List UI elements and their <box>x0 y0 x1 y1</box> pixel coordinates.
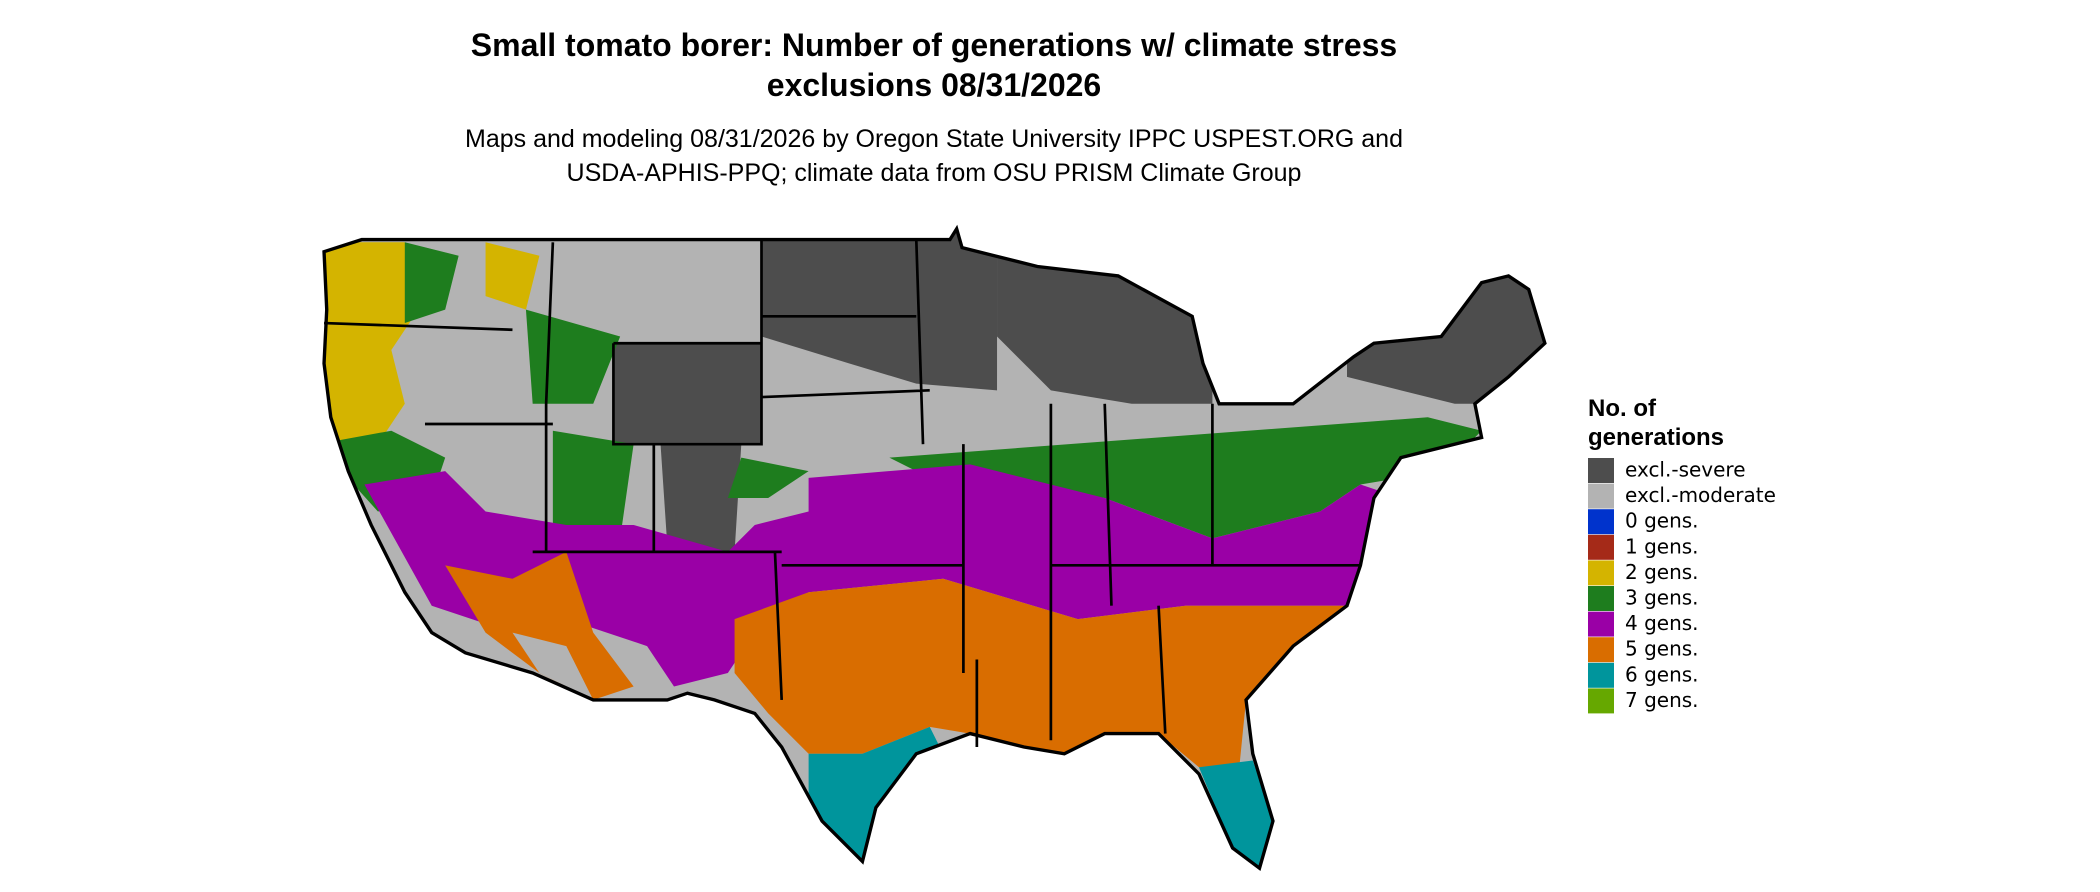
region <box>324 242 540 445</box>
region <box>324 242 809 552</box>
subtitle: Maps and modeling 08/31/2026 by Oregon S… <box>465 125 1403 153</box>
legend-label: 1 gens. <box>1625 534 1699 558</box>
legend-swatch <box>1588 483 1614 509</box>
title: exclusions 08/31/2026 <box>767 67 1101 103</box>
legend-swatch <box>1588 509 1614 535</box>
region <box>761 228 998 391</box>
legend-label: 5 gens. <box>1625 637 1699 661</box>
region <box>889 417 1482 539</box>
region <box>445 551 1347 768</box>
map-regions <box>324 228 1545 869</box>
legend-label: excl.-moderate <box>1625 483 1776 507</box>
title: Small tomato borer: Number of generation… <box>471 27 1397 63</box>
legend-swatch <box>1588 534 1614 560</box>
legend-label: 6 gens. <box>1625 662 1699 686</box>
legend-swatch <box>1588 458 1614 483</box>
legend-label: excl.-severe <box>1625 458 1746 482</box>
legend-swatch <box>1588 662 1614 688</box>
legend-label: 3 gens. <box>1625 586 1699 610</box>
region <box>512 632 594 700</box>
legend-swatch <box>1588 560 1614 586</box>
subtitle: USDA-APHIS-PPQ; climate data from OSU PR… <box>567 159 1302 187</box>
region <box>364 464 1401 687</box>
legend-swatch <box>1588 688 1614 714</box>
state-lines <box>323 239 1361 748</box>
legend-swatch <box>1588 611 1614 637</box>
legend-label: 0 gens. <box>1625 509 1699 533</box>
legend-label: 7 gens. <box>1625 688 1699 712</box>
region <box>1346 269 1545 404</box>
legend-title: generations <box>1588 424 1724 451</box>
region <box>613 343 762 552</box>
legend-label: 4 gens. <box>1625 611 1699 635</box>
legend-label: 2 gens. <box>1625 560 1699 584</box>
legend-swatch <box>1588 637 1614 663</box>
map <box>322 227 1547 870</box>
legend-swatch <box>1588 586 1614 611</box>
legend-title: No. of <box>1588 395 1657 422</box>
